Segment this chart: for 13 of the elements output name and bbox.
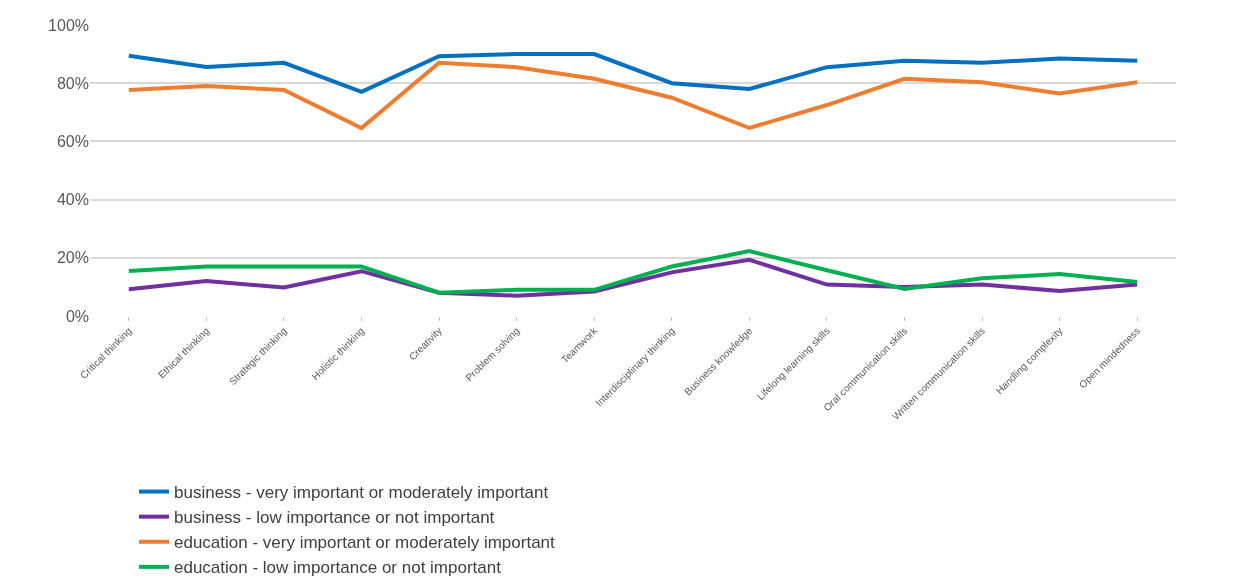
line-series (126, 60, 1140, 131)
y-tick-label: 0% (65, 307, 89, 325)
y-tick-label: 40% (56, 191, 89, 209)
y-tick-label: 60% (56, 133, 89, 150)
legend-label: education - low importance or not important (174, 558, 502, 578)
y-tick-label: 80% (56, 74, 89, 92)
legend-label: business - very important or moderately important (174, 483, 549, 503)
line-series (126, 52, 1140, 94)
legend-label: education - very important or moderately important (174, 533, 556, 553)
y-tick-label: 100% (48, 16, 89, 34)
y-tick-label: 20% (56, 249, 89, 267)
line-series (126, 249, 1140, 295)
legend-label: business - low importance or not important (174, 508, 495, 528)
